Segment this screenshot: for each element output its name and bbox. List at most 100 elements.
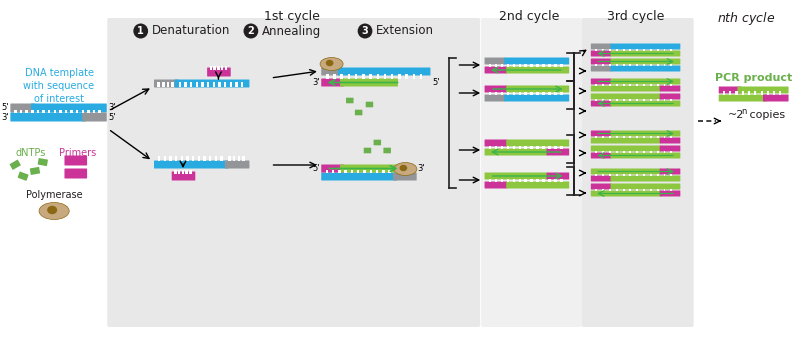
Bar xyxy=(609,83,611,86)
FancyBboxPatch shape xyxy=(610,176,680,181)
Bar xyxy=(70,110,73,113)
Bar xyxy=(779,91,782,95)
Bar xyxy=(761,91,762,95)
Bar xyxy=(186,156,189,161)
FancyBboxPatch shape xyxy=(660,168,680,175)
Bar xyxy=(650,151,652,153)
Bar xyxy=(650,83,652,86)
Bar xyxy=(98,110,101,113)
Text: 1st cycle: 1st cycle xyxy=(264,10,320,23)
Bar xyxy=(506,178,509,182)
Bar xyxy=(622,174,625,176)
Circle shape xyxy=(358,24,373,38)
Bar xyxy=(643,151,645,153)
Bar xyxy=(663,151,666,153)
Text: ~2: ~2 xyxy=(728,110,745,120)
Bar xyxy=(189,170,192,174)
Bar xyxy=(214,156,217,161)
Bar xyxy=(602,174,604,176)
FancyBboxPatch shape xyxy=(610,79,680,84)
Bar xyxy=(525,178,527,182)
Bar xyxy=(636,189,638,191)
FancyBboxPatch shape xyxy=(660,85,680,92)
Bar xyxy=(663,98,666,101)
FancyBboxPatch shape xyxy=(610,130,680,137)
Bar xyxy=(334,74,336,79)
Bar xyxy=(609,135,611,138)
Bar xyxy=(355,74,358,79)
FancyBboxPatch shape xyxy=(485,95,506,102)
FancyBboxPatch shape xyxy=(610,59,680,64)
Bar xyxy=(595,189,598,191)
Text: Denaturation: Denaturation xyxy=(151,24,230,37)
FancyBboxPatch shape xyxy=(383,148,391,153)
Bar xyxy=(406,74,408,79)
Bar xyxy=(209,156,211,161)
Bar xyxy=(636,83,638,86)
Bar xyxy=(548,63,551,67)
Bar xyxy=(213,82,215,87)
FancyBboxPatch shape xyxy=(610,100,680,106)
FancyBboxPatch shape xyxy=(660,138,680,143)
Text: PCR product: PCR product xyxy=(715,73,792,83)
Bar xyxy=(501,145,503,149)
Bar xyxy=(643,174,645,176)
Bar xyxy=(513,92,515,95)
Bar xyxy=(650,174,652,176)
FancyBboxPatch shape xyxy=(506,85,569,93)
Bar xyxy=(166,82,170,87)
Bar xyxy=(554,145,557,149)
Bar xyxy=(501,178,503,182)
FancyBboxPatch shape xyxy=(485,173,547,179)
Bar xyxy=(657,83,658,86)
Bar xyxy=(663,174,666,176)
Bar xyxy=(506,92,509,95)
Bar xyxy=(178,82,181,87)
Bar xyxy=(670,135,672,138)
Bar xyxy=(76,110,78,113)
Bar xyxy=(394,170,398,173)
Bar xyxy=(595,135,598,138)
Bar xyxy=(370,170,372,173)
Text: 1: 1 xyxy=(138,26,144,36)
FancyBboxPatch shape xyxy=(610,153,680,158)
Ellipse shape xyxy=(326,60,334,66)
Bar xyxy=(548,92,551,95)
Text: 3': 3' xyxy=(417,164,425,173)
FancyBboxPatch shape xyxy=(718,86,742,94)
Bar xyxy=(178,170,180,174)
Bar xyxy=(602,98,604,101)
Bar xyxy=(602,83,604,86)
FancyBboxPatch shape xyxy=(591,100,611,106)
Bar xyxy=(595,63,598,66)
Text: Polymerase: Polymerase xyxy=(26,190,82,200)
FancyBboxPatch shape xyxy=(660,145,680,152)
FancyBboxPatch shape xyxy=(174,80,250,87)
Bar xyxy=(670,83,672,86)
Bar xyxy=(730,91,731,95)
Bar xyxy=(501,92,503,95)
Bar xyxy=(602,48,604,51)
Bar xyxy=(622,189,625,191)
Bar xyxy=(241,82,243,87)
Bar xyxy=(518,145,521,149)
Bar xyxy=(370,74,372,79)
Bar xyxy=(20,110,22,113)
Text: Extension: Extension xyxy=(376,24,434,37)
FancyBboxPatch shape xyxy=(660,94,680,99)
Text: 5': 5' xyxy=(2,104,9,113)
FancyBboxPatch shape xyxy=(322,173,397,180)
Bar xyxy=(235,82,238,87)
Bar xyxy=(489,178,491,182)
Bar xyxy=(238,156,240,161)
Bar xyxy=(326,170,328,173)
Bar xyxy=(357,170,359,173)
Bar xyxy=(518,63,521,67)
FancyBboxPatch shape xyxy=(718,95,767,102)
Bar xyxy=(595,83,598,86)
Bar xyxy=(182,170,184,174)
Bar xyxy=(362,74,365,79)
Bar xyxy=(382,170,385,173)
Bar xyxy=(82,110,84,113)
Bar xyxy=(643,48,645,51)
